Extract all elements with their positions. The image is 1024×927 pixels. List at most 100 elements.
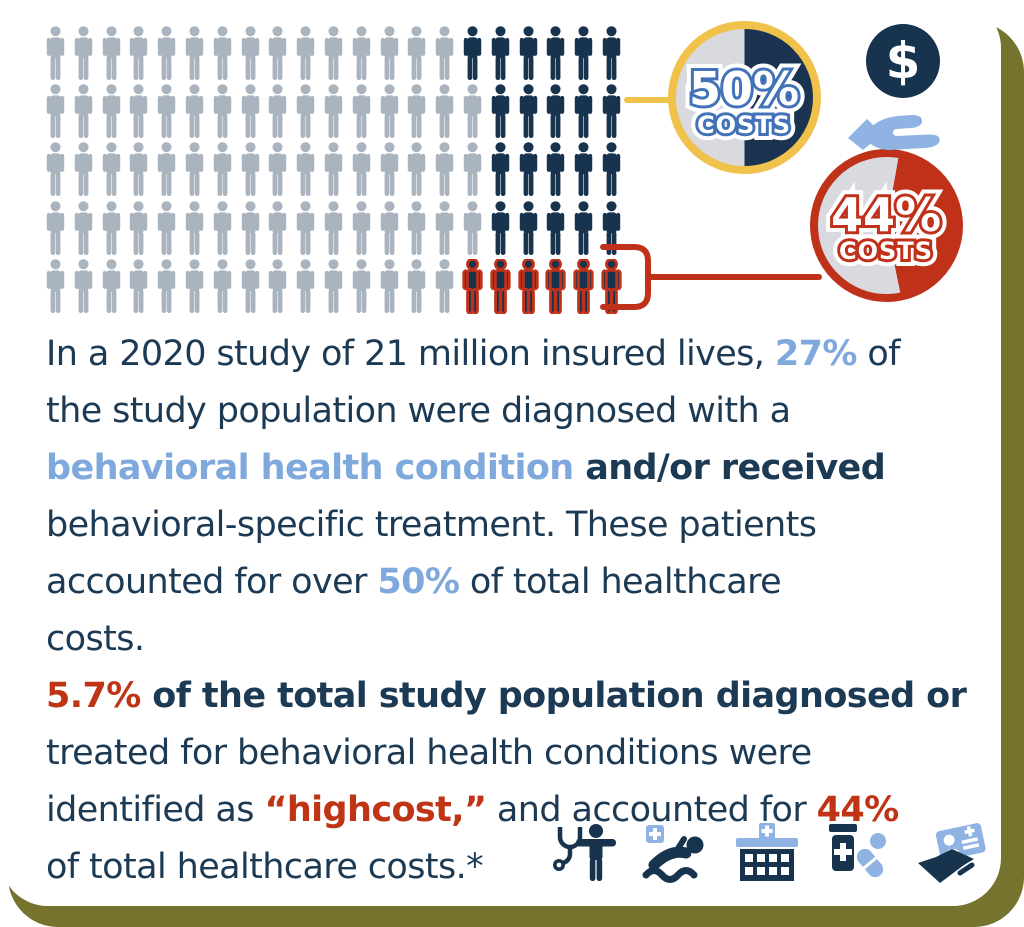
person-icon-navy — [572, 142, 595, 197]
person-icon-gray — [266, 26, 289, 81]
pie-chart-44-costs: 44% 44% COSTS COSTS — [810, 149, 963, 302]
person-icon-gray — [100, 26, 123, 81]
pie-50-label: COSTS — [697, 111, 791, 139]
statistic-text-line: behavioral health condition and/or recei… — [46, 448, 886, 488]
statistic-text-line: of total healthcare costs.* — [46, 847, 484, 887]
statistic-text-line: accounted for over 50% of total healthca… — [46, 562, 782, 602]
person-icon-gray — [211, 142, 234, 197]
person-icon-gray — [155, 201, 178, 256]
person-icon-gray — [378, 26, 401, 81]
person-icon-navy — [517, 84, 540, 139]
person-icon-gray — [350, 259, 373, 314]
hand-icon — [848, 115, 940, 150]
person-icon-gray — [72, 26, 95, 81]
person-icon-gray — [127, 84, 150, 139]
person-icon-navy — [461, 26, 484, 81]
person-icon-gray — [127, 26, 150, 81]
person-icon-gray — [266, 259, 289, 314]
person-icon-navy — [544, 201, 567, 256]
person-icon-navy — [600, 84, 623, 139]
person-icon-navy — [489, 201, 512, 256]
person-icon-gray — [350, 201, 373, 256]
bracket-connector — [600, 244, 822, 310]
person-icon-gray — [100, 84, 123, 139]
statistic-text-line: 5.7% of the total study population diagn… — [46, 676, 967, 716]
person-icon-gray — [378, 259, 401, 314]
person-icon-gray — [239, 201, 262, 256]
person-icon-gray — [155, 142, 178, 197]
statistic-text-line: costs. — [46, 619, 145, 659]
pie-50-value-halo: 50% — [689, 62, 799, 116]
person-icon-gray — [405, 259, 428, 314]
person-icon-gray — [72, 84, 95, 139]
person-icon-gray — [405, 26, 428, 81]
person-icon-gray — [350, 142, 373, 197]
person-icon-navy — [489, 142, 512, 197]
person-icon-gray — [433, 142, 456, 197]
statistic-text-line: identified as “highcost,” and accounted … — [46, 790, 899, 830]
person-icon-gray — [433, 201, 456, 256]
person-icon-gray — [461, 142, 484, 197]
person-icon-navy — [572, 26, 595, 81]
pie-chart-50-costs: 50% 50% COSTS COSTS — [668, 21, 821, 174]
person-icon-gray — [433, 84, 456, 139]
pictograph — [44, 26, 644, 322]
person-icon-gray — [211, 26, 234, 81]
person-icon-gray — [211, 84, 234, 139]
statistic-text-line: treated for behavioral health conditions… — [46, 733, 812, 773]
person-icon-gray — [44, 259, 67, 314]
person-icon-gray — [266, 142, 289, 197]
statistic-text: In a 2020 study of 21 million insured li… — [46, 326, 996, 896]
pie-50-connector-line — [624, 97, 674, 103]
hospital-icon — [736, 823, 798, 881]
person-icon-gray — [127, 201, 150, 256]
person-icon-highcost-red — [544, 259, 567, 314]
person-icon-gray — [100, 201, 123, 256]
person-icon-gray — [100, 142, 123, 197]
person-icon-gray — [322, 84, 345, 139]
person-icon-highcost-red — [489, 259, 512, 314]
person-icon-navy — [544, 26, 567, 81]
person-icon-gray — [405, 142, 428, 197]
insurance-card-icon — [918, 823, 986, 883]
person-icon-gray — [433, 26, 456, 81]
person-icon-navy — [517, 201, 540, 256]
person-icon-navy — [600, 26, 623, 81]
pie-44-label: COSTS — [839, 237, 933, 265]
person-icon-gray — [322, 201, 345, 256]
person-icon-gray — [294, 259, 317, 314]
person-icon-gray — [378, 201, 401, 256]
person-icon-gray — [100, 259, 123, 314]
person-icon-navy — [600, 142, 623, 197]
person-icon-gray — [322, 259, 345, 314]
person-icon-navy — [572, 201, 595, 256]
pie-44-value: 44% — [831, 188, 941, 242]
person-icon-gray — [211, 259, 234, 314]
person-icon-gray — [44, 26, 67, 81]
statistic-text-line: behavioral-specific treatment. These pat… — [46, 505, 817, 545]
person-icon-navy — [517, 142, 540, 197]
person-icon-gray — [127, 259, 150, 314]
person-icon-gray — [294, 142, 317, 197]
person-icon-gray — [378, 142, 401, 197]
person-icon-gray — [266, 201, 289, 256]
person-icon-gray — [294, 201, 317, 256]
person-icon-gray — [378, 84, 401, 139]
person-icon-gray — [155, 26, 178, 81]
person-icon-gray — [294, 84, 317, 139]
person-icon-gray — [183, 259, 206, 314]
healthcare-icon-row — [548, 822, 986, 884]
person-icon-gray — [433, 259, 456, 314]
person-icon-gray — [239, 142, 262, 197]
person-icon-gray — [155, 259, 178, 314]
person-icon-gray — [44, 142, 67, 197]
medication-icon — [829, 824, 886, 878]
person-icon-gray — [294, 26, 317, 81]
person-icon-gray — [322, 142, 345, 197]
person-icon-gray — [183, 142, 206, 197]
person-icon-gray — [405, 84, 428, 139]
person-icon-gray — [155, 84, 178, 139]
person-icon-gray — [239, 84, 262, 139]
person-icon-gray — [211, 201, 234, 256]
person-icon-gray — [44, 201, 67, 256]
